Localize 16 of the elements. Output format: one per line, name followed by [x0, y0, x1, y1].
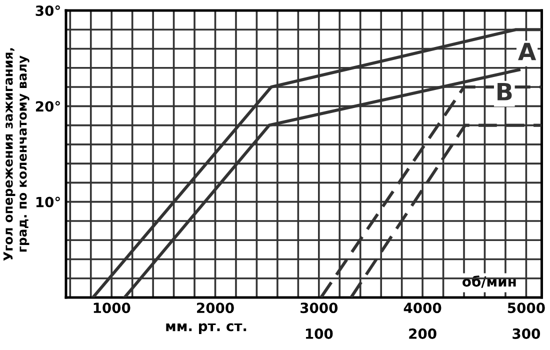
x-tick-label: 4000: [404, 302, 442, 314]
x2-tick-label: 100: [306, 328, 333, 339]
x-axis-title: об/мин: [462, 276, 516, 288]
x-tick-label: 1000: [94, 302, 130, 314]
x2-tick-label: 200: [409, 328, 436, 339]
x2-axis-title: мм. рт. ст.: [166, 323, 246, 334]
y-tick-label: 10°: [36, 196, 60, 208]
x-tick-label: 2000: [197, 302, 234, 314]
x-tick-label: 5000: [508, 302, 545, 314]
y-axis-title: Угол опережения зажигания, град. по коленчатому валу: [4, 48, 30, 261]
y-tick-label: 20°: [36, 101, 60, 112]
series-label: A: [518, 42, 536, 60]
y-tick-label: 30°: [36, 5, 60, 16]
series-label: B: [498, 83, 512, 100]
x2-tick-label: 300: [512, 328, 540, 339]
x-tick-label: 3000: [300, 302, 338, 314]
